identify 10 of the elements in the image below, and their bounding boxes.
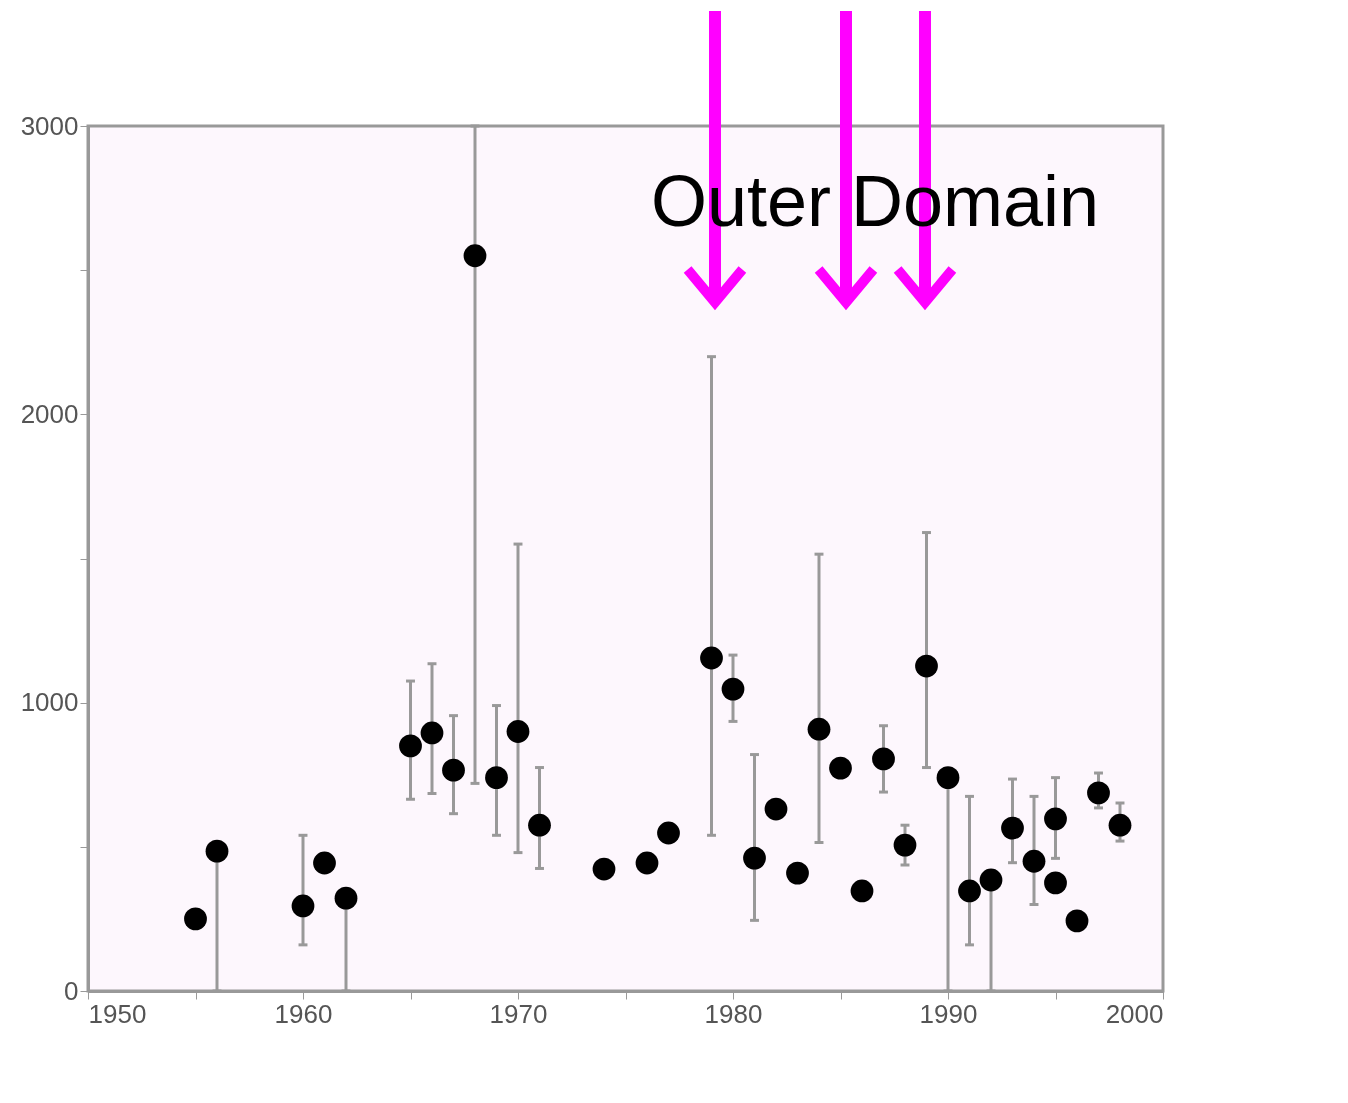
- y-tick-label: 0: [64, 975, 79, 1006]
- x-tick-label: 1990: [919, 998, 978, 1029]
- x-tick-label: 1960: [274, 998, 333, 1029]
- y-tick-label: 2000: [20, 398, 79, 429]
- x-tick-label: 2000: [1105, 998, 1164, 1029]
- y-tick-label: 3000: [20, 110, 79, 141]
- y-tick-label: 1000: [20, 687, 79, 718]
- x-tick-label: 1970: [489, 998, 548, 1029]
- x-tick-label: 1950: [88, 998, 147, 1029]
- x-tick-label: 1980: [704, 998, 763, 1029]
